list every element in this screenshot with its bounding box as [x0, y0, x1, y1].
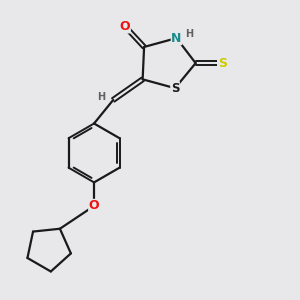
- Text: S: S: [218, 57, 226, 70]
- Text: H: H: [185, 29, 193, 39]
- Text: S: S: [171, 82, 179, 95]
- Text: O: O: [89, 200, 99, 212]
- Text: H: H: [97, 92, 105, 102]
- Text: O: O: [120, 20, 130, 33]
- Text: N: N: [171, 32, 182, 45]
